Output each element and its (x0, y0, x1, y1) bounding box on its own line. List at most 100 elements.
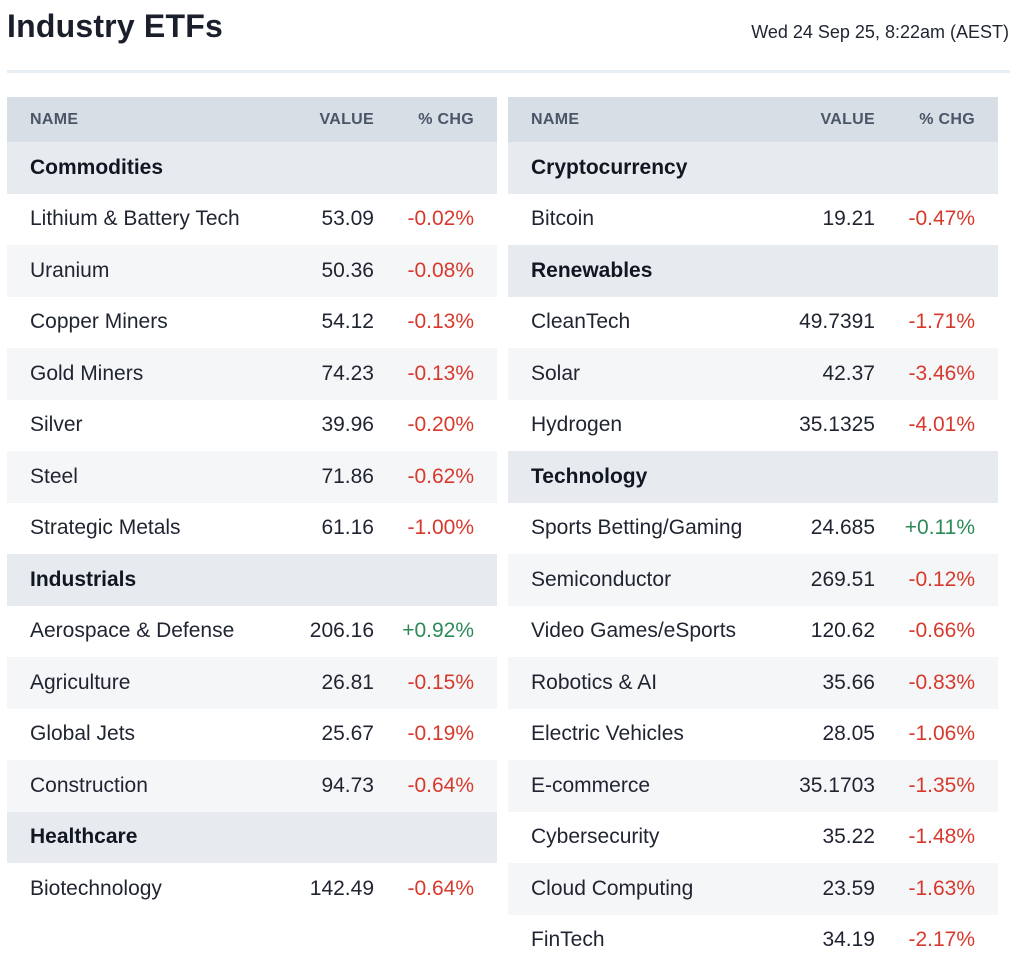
etf-name[interactable]: Steel (30, 464, 78, 488)
etf-change: -0.08% (407, 258, 474, 282)
etf-row[interactable]: Video Games/eSports 120.62 -0.66% (508, 605, 998, 657)
etf-row[interactable]: Electric Vehicles 28.05 -1.06% (508, 708, 998, 760)
etf-name[interactable]: Video Games/eSports (531, 619, 737, 643)
etf-row[interactable]: FinTech 34.19 -2.17% (508, 914, 998, 966)
etf-value: 28.05 (822, 722, 875, 746)
etf-row[interactable]: Cloud Computing 23.59 -1.63% (508, 863, 998, 915)
etf-name[interactable]: Gold Miners (30, 361, 144, 385)
etf-row[interactable]: Robotics & AI 35.66 -0.83% (508, 657, 998, 709)
etf-value: 53.09 (321, 207, 374, 231)
group-row: Industrials (7, 554, 497, 606)
etf-value: 39.96 (321, 413, 374, 437)
etf-row[interactable]: Steel 71.86 -0.62% (7, 451, 497, 503)
etf-name[interactable]: Silver (30, 413, 83, 437)
etf-row[interactable]: Cybersecurity 35.22 -1.48% (508, 811, 998, 863)
etf-row[interactable]: Biotechnology 142.49 -0.64% (7, 863, 497, 915)
etf-value: 35.66 (822, 670, 875, 694)
etf-change: -1.71% (908, 310, 975, 334)
timestamp: Wed 24 Sep 25, 8:22am (AEST) (751, 22, 1009, 42)
etf-name[interactable]: Sports Betting/Gaming (531, 516, 743, 540)
etf-value: 25.67 (321, 722, 374, 746)
etf-row[interactable]: E-commerce 35.1703 -1.35% (508, 760, 998, 812)
etf-change: -0.19% (407, 722, 474, 746)
etf-name[interactable]: Hydrogen (531, 413, 623, 437)
etf-row[interactable]: Bitcoin 19.21 -0.47% (508, 193, 998, 245)
column-header-value[interactable]: VALUE (319, 110, 374, 128)
etf-name[interactable]: Semiconductor (531, 567, 672, 591)
etf-value: 269.51 (810, 567, 875, 591)
etf-change: -1.48% (908, 825, 975, 849)
etf-row[interactable]: Gold Miners 74.23 -0.13% (7, 348, 497, 400)
etf-value: 54.12 (321, 310, 374, 334)
group-row: Commodities (7, 142, 497, 194)
etf-row[interactable]: Copper Miners 54.12 -0.13% (7, 296, 497, 348)
etf-value: 35.22 (822, 825, 875, 849)
etf-name[interactable]: E-commerce (531, 773, 651, 797)
etf-table-left: NAME VALUE % CHG Commodities Lithium & Ba… (7, 97, 497, 915)
etf-row[interactable]: Uranium 50.36 -0.08% (7, 245, 497, 297)
etf-row[interactable]: Silver 39.96 -0.20% (7, 399, 497, 451)
etf-value: 94.73 (321, 773, 374, 797)
etf-value: 23.59 (822, 876, 875, 900)
etf-change: -0.20% (407, 413, 474, 437)
etf-value: 142.49 (309, 876, 374, 900)
etf-name[interactable]: Bitcoin (531, 207, 595, 231)
group-row: Technology (508, 451, 998, 503)
etf-change: -0.02% (407, 207, 474, 231)
etf-row[interactable]: Global Jets 25.67 -0.19% (7, 708, 497, 760)
etf-change: -1.00% (407, 516, 474, 540)
etf-name[interactable]: Lithium & Battery Tech (30, 207, 240, 231)
group-label: Technology (531, 464, 648, 488)
etf-value: 34.19 (822, 928, 875, 952)
etf-name[interactable]: Electric Vehicles (531, 722, 684, 746)
etf-name[interactable]: CleanTech (531, 310, 631, 334)
etf-change: -4.01% (908, 413, 975, 437)
etf-row[interactable]: Sports Betting/Gaming 24.685 +0.11% (508, 502, 998, 554)
column-header-name[interactable]: NAME (531, 110, 580, 128)
etf-value: 26.81 (321, 670, 374, 694)
etf-name[interactable]: Cybersecurity (531, 825, 660, 849)
etf-name[interactable]: Cloud Computing (531, 876, 694, 900)
etf-row[interactable]: Strategic Metals 61.16 -1.00% (7, 502, 497, 554)
etf-name[interactable]: Robotics & AI (531, 670, 658, 694)
etf-change: -0.12% (908, 567, 975, 591)
etf-row[interactable]: Aerospace & Defense 206.16 +0.92% (7, 605, 497, 657)
etf-change: -0.15% (407, 670, 474, 694)
etf-change: -1.63% (908, 876, 975, 900)
etf-row[interactable]: Solar 42.37 -3.46% (508, 348, 998, 400)
etf-name[interactable]: Agriculture (30, 670, 131, 694)
column-header-chg[interactable]: % CHG (919, 110, 975, 128)
etf-name[interactable]: Copper Miners (30, 310, 168, 334)
etf-row[interactable]: Construction 94.73 -0.64% (7, 760, 497, 812)
header-divider (7, 70, 1010, 73)
etf-name[interactable]: Construction (30, 773, 148, 797)
etf-row[interactable]: Lithium & Battery Tech 53.09 -0.02% (7, 193, 497, 245)
etf-row[interactable]: Agriculture 26.81 -0.15% (7, 657, 497, 709)
etf-value: 35.1703 (799, 773, 875, 797)
etf-name[interactable]: Strategic Metals (30, 516, 181, 540)
group-label: Healthcare (30, 825, 138, 849)
etf-name[interactable]: FinTech (531, 928, 605, 952)
group-label: Industrials (30, 567, 137, 591)
table-header: NAME VALUE % CHG (508, 97, 998, 142)
group-label: Renewables (531, 258, 653, 282)
etf-name[interactable]: Uranium (30, 258, 110, 282)
column-header-chg[interactable]: % CHG (418, 110, 474, 128)
etf-row[interactable]: Hydrogen 35.1325 -4.01% (508, 399, 998, 451)
etf-name[interactable]: Global Jets (30, 722, 136, 746)
etf-row[interactable]: Semiconductor 269.51 -0.12% (508, 554, 998, 606)
column-header-value[interactable]: VALUE (820, 110, 875, 128)
etf-change: -0.64% (407, 876, 474, 900)
table-header: NAME VALUE % CHG (7, 97, 497, 142)
etf-name[interactable]: Aerospace & Defense (30, 619, 235, 643)
page-title: Industry ETFs (7, 8, 223, 44)
etf-change: -1.35% (908, 773, 975, 797)
etf-name[interactable]: Solar (531, 361, 581, 385)
group-row: Healthcare (7, 811, 497, 863)
etf-row[interactable]: CleanTech 49.7391 -1.71% (508, 296, 998, 348)
column-header-name[interactable]: NAME (30, 110, 79, 128)
etf-name[interactable]: Biotechnology (30, 876, 162, 900)
etf-value: 120.62 (810, 619, 875, 643)
etf-value: 50.36 (321, 258, 374, 282)
etf-change: +0.92% (402, 619, 474, 643)
